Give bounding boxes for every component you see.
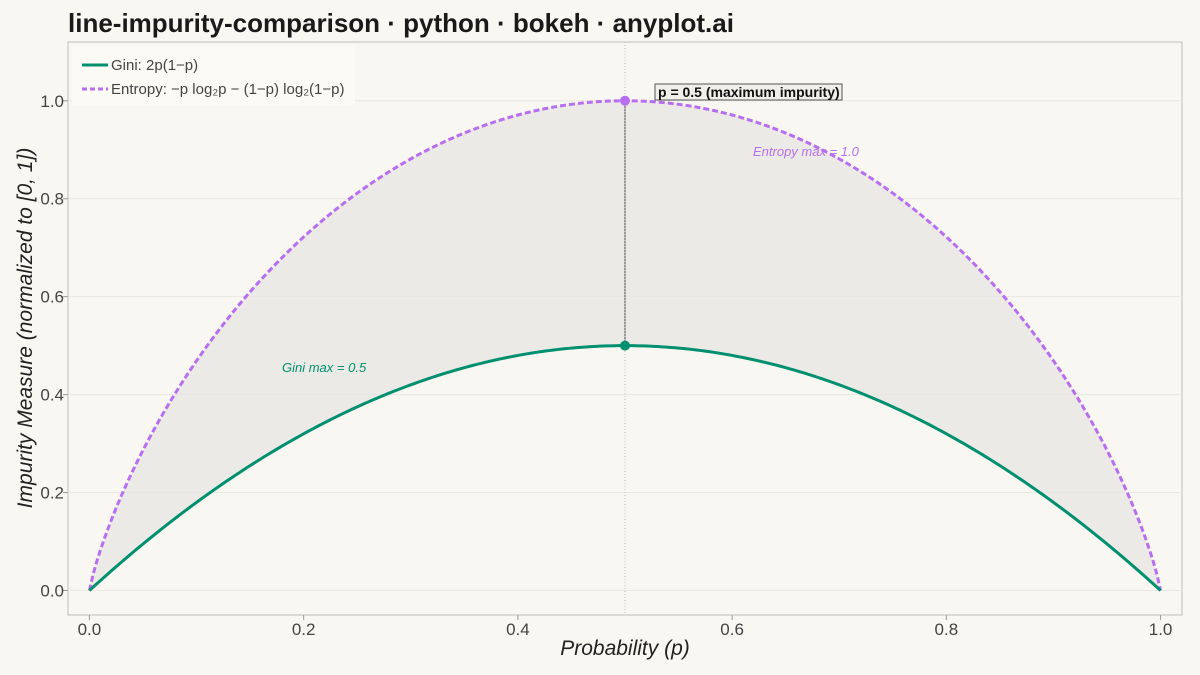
- entropy-max-annotation: Entropy max = 1.0: [753, 144, 860, 159]
- x-tick-label: 0.4: [506, 620, 530, 639]
- y-tick-label: 0.2: [40, 484, 64, 503]
- max-impurity-annotation: p = 0.5 (maximum impurity): [658, 84, 840, 100]
- gini-peak-marker: [620, 340, 630, 351]
- legend-entropy-label: Entropy: −p log₂p − (1−p) log₂(1−p): [111, 81, 344, 98]
- y-tick-label: 0.0: [40, 582, 64, 601]
- legend-gini-label: Gini: 2p(1−p): [111, 57, 198, 74]
- y-axis-label: Impurity Measure (normalized to [0, 1]): [14, 148, 37, 509]
- entropy-peak-marker: [620, 95, 630, 106]
- y-tick-label: 1.0: [40, 92, 64, 111]
- y-tick-label: 0.6: [40, 288, 64, 307]
- gini-max-annotation: Gini max = 0.5: [282, 360, 367, 375]
- x-tick-label: 0.0: [78, 620, 102, 639]
- x-axis-ticks: 0.0 0.2 0.4 0.6 0.8 1.0: [78, 615, 1173, 639]
- legend-box: [72, 46, 355, 105]
- x-tick-label: 0.8: [935, 620, 959, 639]
- y-tick-label: 0.8: [40, 190, 64, 209]
- x-axis-label: Probability (p): [560, 637, 690, 660]
- x-tick-label: 0.6: [720, 620, 744, 639]
- max-label-box: [654, 83, 843, 101]
- y-tick-label: 0.4: [40, 386, 64, 405]
- legend: Gini: 2p(1−p) Entropy: −p log₂p − (1−p) …: [72, 46, 355, 105]
- y-axis-ticks: 0.0 0.2 0.4 0.6 0.8 1.0: [40, 92, 68, 601]
- x-tick-label: 1.0: [1149, 620, 1173, 639]
- chart-title: line-impurity-comparison · python · boke…: [68, 8, 734, 38]
- x-tick-label: 0.2: [292, 620, 316, 639]
